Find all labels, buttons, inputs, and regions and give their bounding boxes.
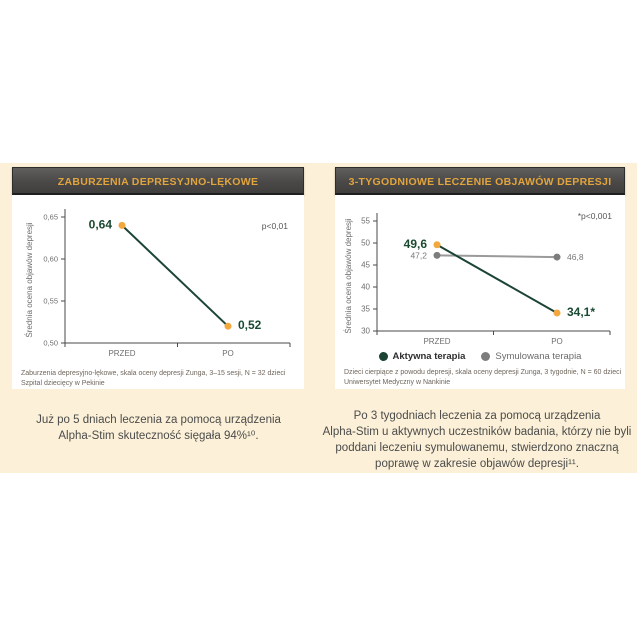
- svg-text:45: 45: [361, 261, 370, 270]
- panel-header-left: ZABURZENIA DEPRESYJNO-LĘKOWE: [12, 167, 304, 195]
- caption-line: Alpha-Stim u aktywnych uczestników badan…: [322, 426, 632, 438]
- svg-text:0,50: 0,50: [43, 339, 58, 348]
- caption-line: Po 3 tygodniach leczenia za pomocą urząd…: [353, 410, 601, 422]
- svg-text:PRZED: PRZED: [108, 349, 135, 358]
- svg-text:55: 55: [361, 217, 370, 226]
- legend-label-active: Aktywna terapia: [392, 351, 466, 362]
- legend-label-sham: Symulowana terapia: [495, 351, 582, 362]
- left-chart-footnotes: Zaburzenia depresyjno-lękowe, skala ocen…: [12, 369, 304, 389]
- svg-text:30: 30: [361, 327, 370, 336]
- svg-text:0,60: 0,60: [43, 255, 58, 264]
- caption-line: Już po 5 dniach leczenia za pomocą urząd…: [36, 414, 281, 426]
- panel-header-right: 3-TYGODNIOWE LECZENIE OBJAWÓW DEPRESJI: [335, 167, 625, 195]
- active-therapy-dot-icon: [378, 352, 388, 361]
- footnote-line: Zaburzenia depresyjno-lękowe, skala ocen…: [21, 370, 286, 377]
- caption-line: poprawę w zakresie objawów depresji¹¹.: [375, 458, 579, 470]
- svg-text:Średnia ocena objawów depresji: Średnia ocena objawów depresji: [344, 218, 353, 333]
- svg-text:*p<0,001: *p<0,001: [578, 211, 613, 221]
- right-chart: 55 50 45 40 35 30 PRZED PO Średnia ocena objawów…: [344, 211, 613, 346]
- left-caption: Już po 5 dniach leczenia za pomocą urząd…: [0, 406, 317, 472]
- sham-therapy-dot-icon: [481, 352, 491, 361]
- svg-text:49,6: 49,6: [404, 237, 428, 251]
- legend-item-active-therapy: Aktywna terapia: [378, 351, 466, 362]
- captions-row: Już po 5 dniach leczenia za pomocą urząd…: [0, 406, 637, 472]
- svg-text:40: 40: [361, 283, 370, 292]
- legend-item-sham-therapy: Symulowana terapia: [481, 351, 581, 362]
- svg-text:35: 35: [361, 305, 370, 314]
- right-chart-footnotes: Dzieci cierpiące z powodu depresji, skal…: [335, 368, 625, 388]
- svg-text:0,64: 0,64: [89, 217, 113, 231]
- panel-body-right: 55 50 45 40 35 30 PRZED PO Średnia ocena objawów…: [335, 195, 625, 389]
- svg-text:34,1*: 34,1*: [567, 305, 595, 319]
- svg-text:46,8: 46,8: [567, 252, 584, 262]
- right-caption: Po 3 tygodniach leczenia za pomocą urząd…: [317, 406, 637, 472]
- left-chart: 0,65 0,60 0,55 0,50 PRZED PO Średnia ocena obj…: [25, 209, 291, 358]
- svg-text:Średnia ocena objawów depresji: Średnia ocena objawów depresji: [25, 222, 34, 337]
- panel-depression-treatment: 3-TYGODNIOWE LECZENIE OBJAWÓW DEPRESJI 5…: [335, 167, 625, 389]
- svg-text:p<0,01: p<0,01: [262, 221, 289, 231]
- svg-text:47,2: 47,2: [410, 250, 427, 260]
- panel-body-left: 0,65 0,60 0,55 0,50 PRZED PO Średnia ocena obj…: [12, 195, 304, 389]
- caption-line: Alpha-Stim skuteczność sięgała 94%¹⁰.: [58, 430, 259, 442]
- chart-legend: Aktywna terapia Symulowana terapia: [335, 351, 625, 362]
- svg-text:0,55: 0,55: [43, 297, 58, 306]
- footnote-line: Dzieci cierpiące z powodu depresji, skal…: [344, 369, 622, 376]
- svg-text:50: 50: [361, 239, 370, 248]
- svg-text:0,52: 0,52: [238, 318, 262, 332]
- caption-line: poddani leczeniu symulowanemu, stwierdzo…: [335, 442, 619, 454]
- svg-text:0,65: 0,65: [43, 213, 58, 222]
- svg-text:PO: PO: [551, 337, 563, 346]
- footnote-line: Uniwersytet Medyczny w Nankinie: [344, 379, 451, 386]
- footnote-line: Szpital dziecięcy w Pekinie: [21, 380, 105, 387]
- panel-depression-anxiety: ZABURZENIA DEPRESYJNO-LĘKOWE 0,65 0,60 0,5…: [12, 167, 304, 389]
- svg-text:PRZED: PRZED: [423, 337, 450, 346]
- chart-panels-row: ZABURZENIA DEPRESYJNO-LĘKOWE 0,65 0,60 0,5…: [12, 167, 625, 389]
- svg-text:PO: PO: [222, 349, 234, 358]
